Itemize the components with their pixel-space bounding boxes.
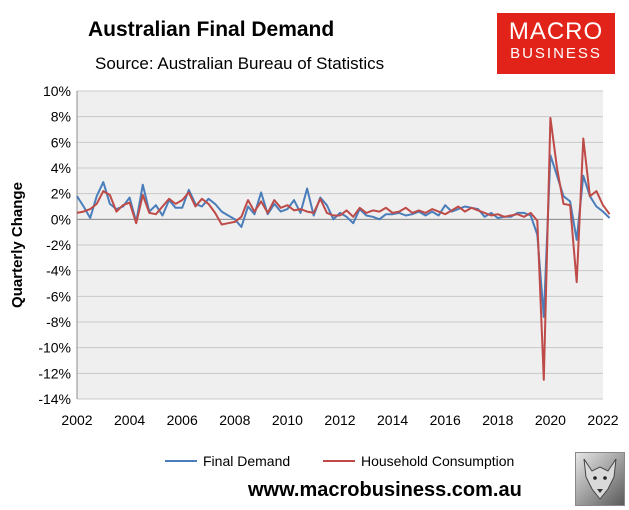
- x-tick-label: 2002: [61, 412, 92, 428]
- y-tick-label: -8%: [46, 314, 71, 330]
- macrobusiness-logo: MACRO BUSINESS: [497, 13, 615, 74]
- series-line-household-consumption: [76, 116, 611, 381]
- x-tick-label: 2008: [219, 412, 250, 428]
- x-tick-label: 2012: [324, 412, 355, 428]
- website-url: www.macrobusiness.com.au: [248, 479, 522, 501]
- x-tick-label: 2010: [272, 412, 303, 428]
- x-tick-label: 2018: [482, 412, 513, 428]
- chart-subtitle: Source: Australian Bureau of Statistics: [95, 54, 385, 73]
- y-tick-label: -10%: [38, 340, 71, 356]
- x-tick-label: 2004: [114, 412, 145, 428]
- y-tick-label: -6%: [46, 288, 71, 304]
- x-tick-label: 2022: [587, 412, 618, 428]
- y-tick-label: 6%: [51, 134, 71, 150]
- logo-line-1: MACRO: [508, 18, 604, 45]
- y-tick-label: -12%: [38, 365, 71, 381]
- y-tick-label: 10%: [43, 83, 71, 99]
- y-tick-label: -2%: [46, 237, 71, 253]
- x-tick-label: 2014: [377, 412, 408, 428]
- y-axis-title: Quarterly Change: [9, 182, 26, 308]
- chart-title: Australian Final Demand: [88, 18, 335, 41]
- wolf-logo-icon: [575, 452, 625, 506]
- y-tick-label: 4%: [51, 160, 71, 176]
- y-tick-label: 2%: [51, 186, 71, 202]
- y-tick-label: -4%: [46, 263, 71, 279]
- legend-label: Final Demand: [203, 453, 290, 469]
- y-tick-label: 0%: [51, 211, 71, 227]
- legend-label: Household Consumption: [361, 453, 514, 469]
- x-tick-label: 2006: [167, 412, 198, 428]
- series-line-final-demand: [76, 154, 611, 318]
- x-tick-label: 2016: [430, 412, 461, 428]
- x-tick-label: 2020: [535, 412, 566, 428]
- logo-line-2: BUSINESS: [510, 45, 602, 62]
- y-tick-label: 8%: [51, 109, 71, 125]
- y-tick-label: -14%: [38, 391, 71, 407]
